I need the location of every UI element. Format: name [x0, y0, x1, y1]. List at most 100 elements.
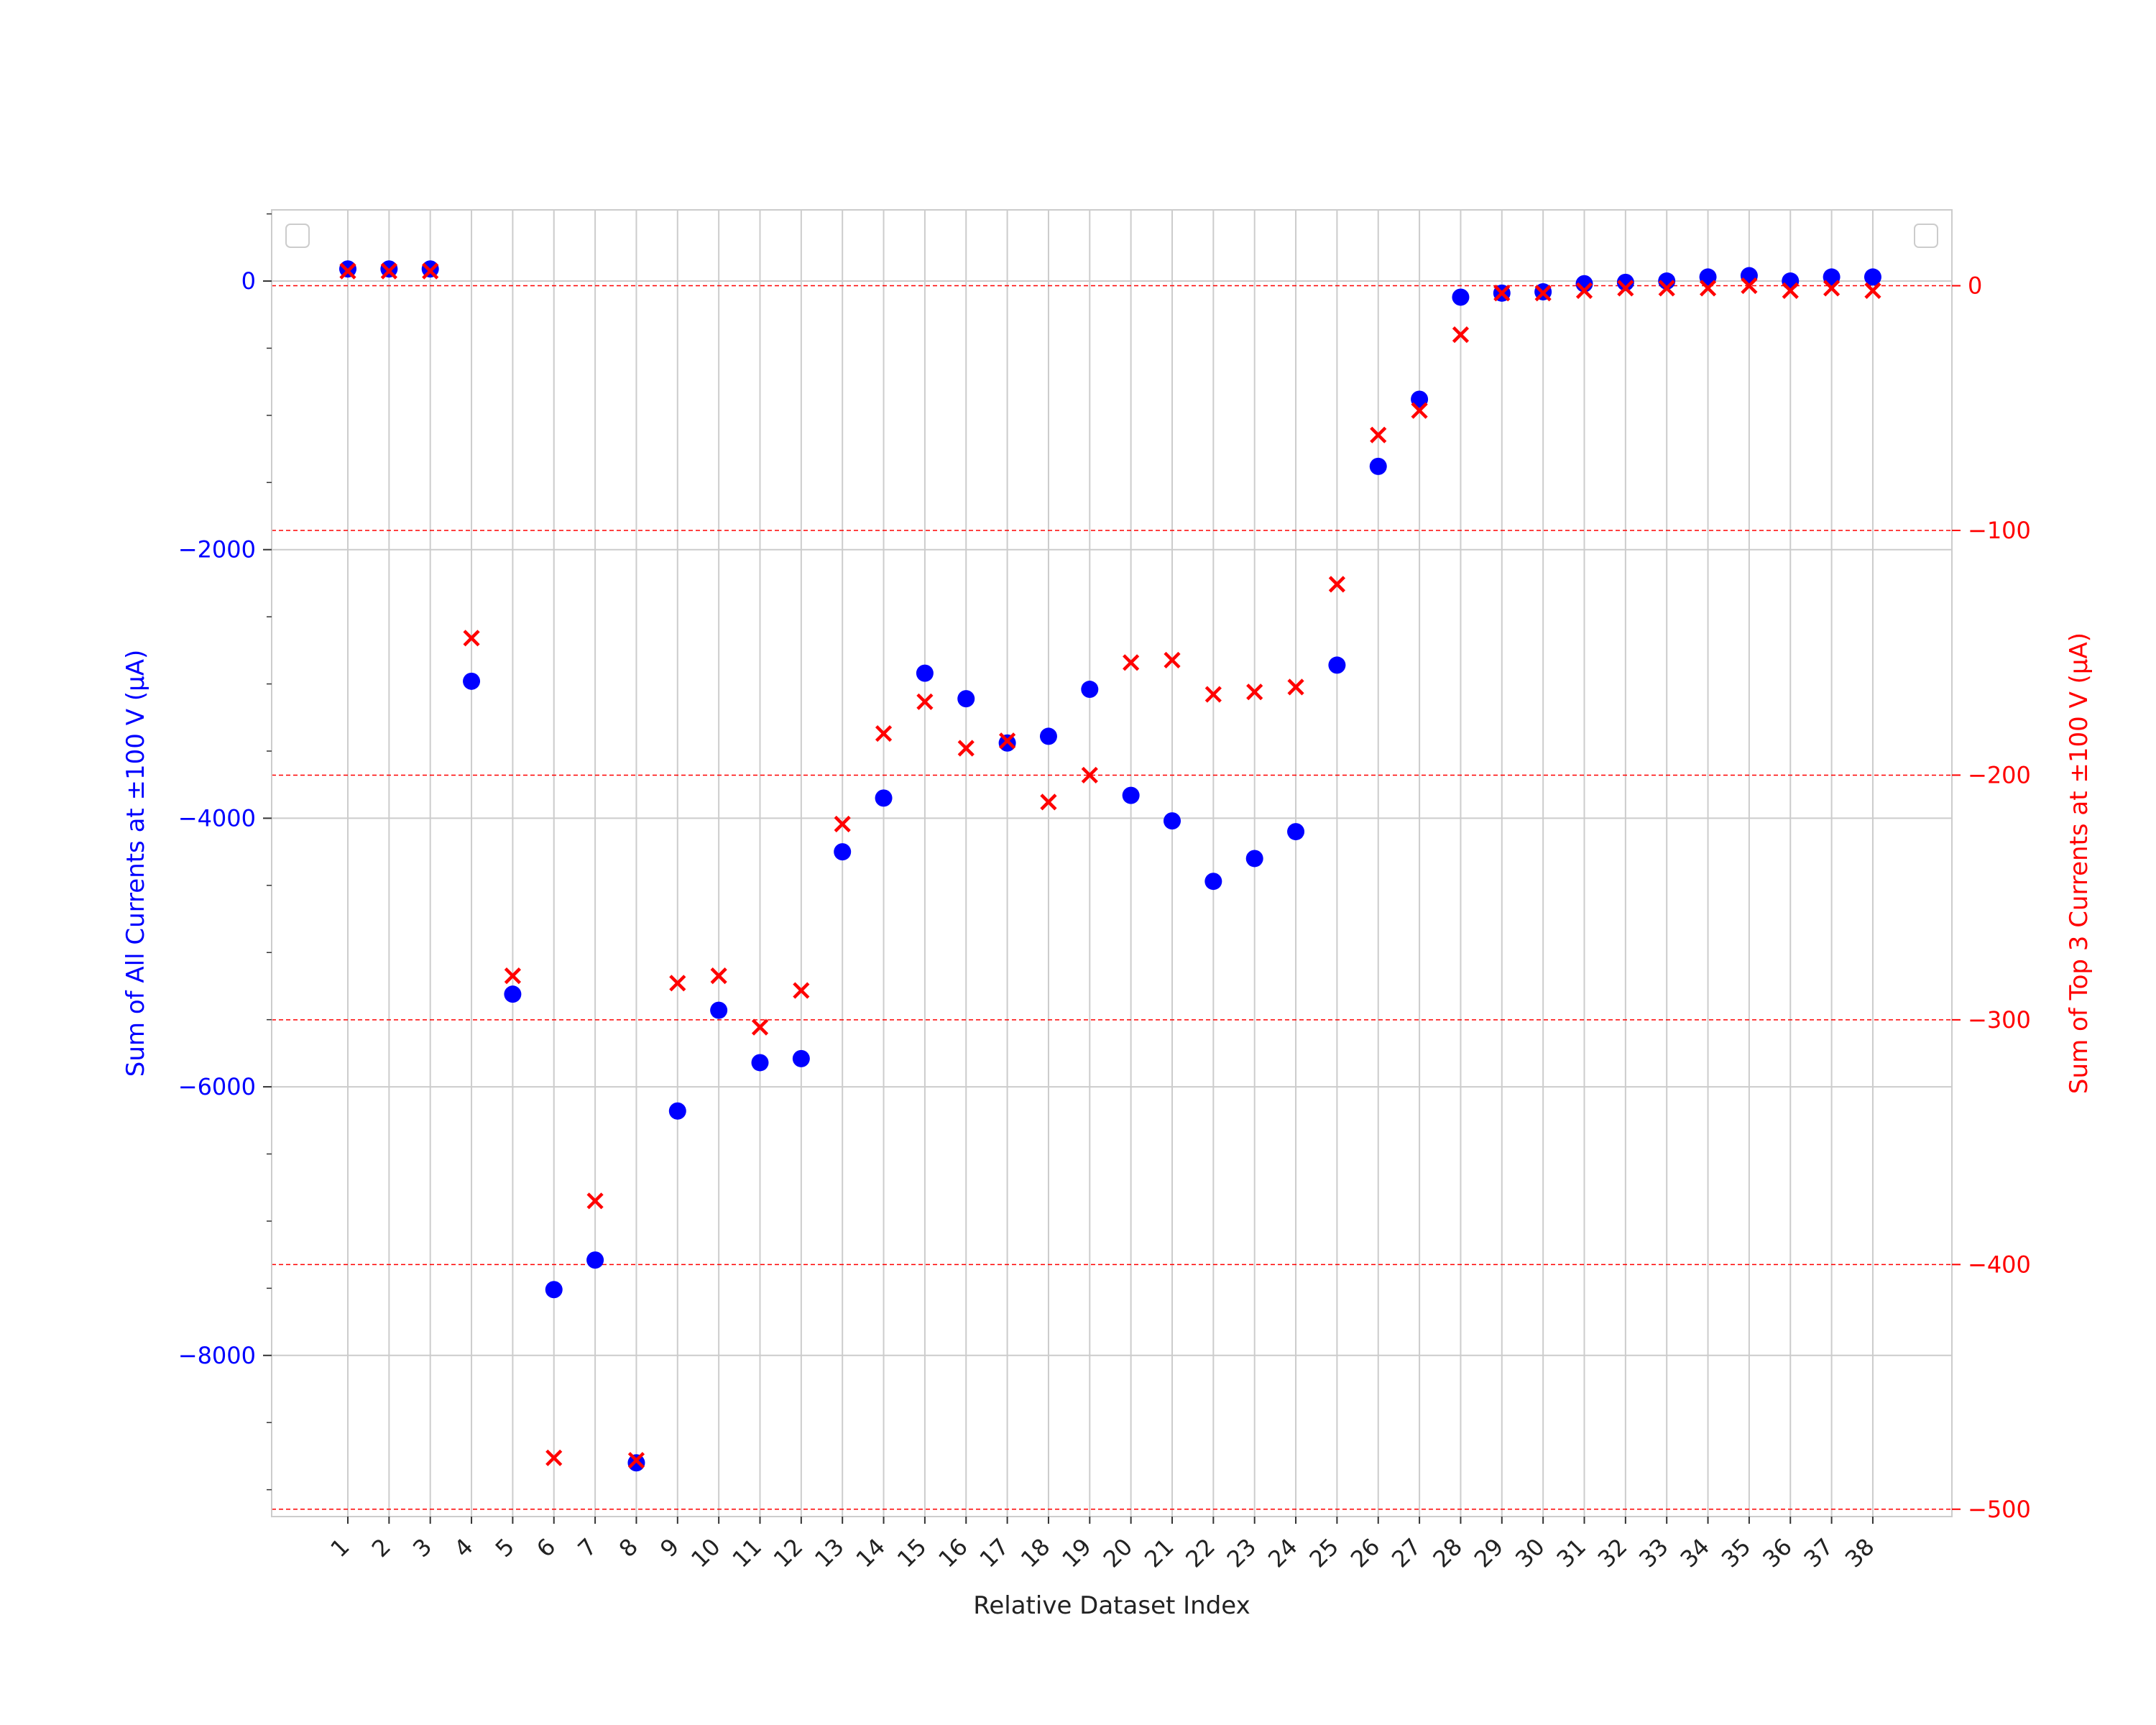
red-x-point — [710, 967, 727, 985]
red-x-stroke — [1123, 654, 1140, 671]
red-x-stroke — [1081, 766, 1098, 784]
x-tick-label: 24 — [1263, 1533, 1303, 1573]
red-x-stroke — [1287, 678, 1304, 696]
red-x-stroke — [710, 967, 727, 985]
red-x-stroke — [1370, 426, 1387, 443]
x-tick-label: 30 — [1510, 1533, 1550, 1573]
left-legend-box — [285, 224, 310, 248]
red-x-stroke — [1040, 794, 1057, 811]
blue-dot-point — [751, 1054, 769, 1072]
x-tick-label: 31 — [1551, 1533, 1591, 1573]
red-x-stroke — [999, 732, 1016, 750]
blue-dot-point — [1164, 812, 1181, 830]
x-tick-label: 13 — [809, 1533, 849, 1573]
x-tick-label: 35 — [1716, 1533, 1756, 1573]
right-tick-label: 0 — [1968, 272, 1982, 300]
red-x-point — [1534, 285, 1552, 302]
x-tick-label: 26 — [1345, 1533, 1386, 1573]
red-x-point — [422, 262, 439, 280]
x-tick-label: 11 — [727, 1533, 767, 1573]
blue-dot-point — [1452, 288, 1470, 306]
blue-dot-point — [1782, 272, 1800, 290]
blue-dot-point — [1328, 656, 1346, 674]
ticks-layer: 1 2 3 4 5 6 7 8 9 10 11 12 13 14 15 16 17 18 19 20 21 22 23 24 2… — [178, 213, 2031, 1573]
x-tick-label: 19 — [1056, 1533, 1097, 1573]
x-tick-label: 7 — [572, 1533, 602, 1563]
red-x-stroke — [1864, 282, 1881, 299]
red-x-stroke — [1493, 285, 1511, 302]
red-x-point — [1658, 280, 1675, 297]
x-tick-label: 34 — [1675, 1533, 1715, 1573]
red-x-point — [1081, 766, 1098, 784]
red-x-point — [751, 1018, 769, 1036]
red-x-point — [339, 262, 356, 280]
red-x-point — [380, 262, 397, 280]
x-tick-label: 33 — [1634, 1533, 1674, 1573]
blue-dot-point — [668, 1102, 686, 1120]
x-tick-label: 36 — [1757, 1533, 1797, 1573]
red-x-stroke — [1782, 282, 1799, 299]
left-tick-label: −2000 — [178, 536, 256, 564]
blue-dot-point — [1864, 268, 1881, 286]
red-x-point — [916, 693, 934, 710]
red-x-stroke — [339, 262, 356, 280]
right-tick-label: −100 — [1968, 517, 2031, 544]
right-tick-label: −400 — [1968, 1251, 2031, 1278]
x-tick-label: 21 — [1139, 1533, 1179, 1573]
blue-dot-point — [504, 985, 522, 1003]
red-x-point — [1328, 576, 1345, 593]
x-tick-label: 15 — [892, 1533, 932, 1573]
red-x-stroke — [1164, 651, 1181, 669]
red-x-point — [1246, 684, 1263, 701]
points-layer — [339, 260, 1881, 1472]
grid-layer — [272, 210, 1952, 1517]
x-tick-label: 17 — [975, 1533, 1015, 1573]
red-x-stroke — [1617, 280, 1634, 297]
red-x-stroke — [1452, 326, 1470, 344]
red-x-stroke — [545, 1449, 563, 1466]
red-x-point — [586, 1192, 604, 1210]
blue-dot-point — [710, 1001, 728, 1019]
red-x-point — [1411, 402, 1428, 419]
x-tick-label: 18 — [1015, 1533, 1056, 1573]
left-axis-title: Sum of All Currents at ±100 V (µA) — [121, 650, 150, 1077]
red-x-point — [669, 975, 686, 992]
red-x-stroke — [422, 262, 439, 280]
red-x-point — [1370, 426, 1387, 443]
red-x-stroke — [1411, 402, 1428, 419]
red-x-point — [1452, 326, 1470, 344]
red-x-point — [793, 982, 810, 999]
red-x-stroke — [463, 630, 480, 647]
x-tick-label: 9 — [655, 1533, 684, 1563]
red-x-stroke — [1823, 280, 1841, 297]
red-x-point — [545, 1449, 563, 1466]
red-x-stroke — [875, 724, 893, 742]
blue-dot-point — [1287, 823, 1305, 841]
red-x-point — [1287, 678, 1304, 696]
x-tick-label: 2 — [367, 1533, 396, 1563]
red-x-point — [1864, 282, 1881, 299]
blue-dot-point — [1699, 268, 1717, 286]
red-x-point — [1575, 282, 1593, 299]
red-x-stroke — [1534, 285, 1552, 302]
red-x-stroke — [504, 967, 521, 985]
x-tick-label: 29 — [1469, 1533, 1509, 1573]
x-tick-label: 8 — [614, 1533, 643, 1563]
right-grid-layer — [272, 285, 1952, 1510]
red-x-stroke — [916, 693, 934, 710]
red-x-stroke — [1699, 280, 1717, 297]
blue-dot-point — [586, 1251, 604, 1269]
red-x-stroke — [669, 975, 686, 992]
red-x-point — [1699, 280, 1717, 297]
x-tick-label: 1 — [325, 1533, 354, 1563]
blue-dot-point — [875, 789, 893, 807]
blue-dot-point — [1122, 786, 1140, 804]
x-tick-label: 6 — [531, 1533, 561, 1563]
right-axis-title: Sum of Top 3 Currents at ±100 V (µA) — [2065, 632, 2093, 1094]
right-tick-label: −200 — [1968, 761, 2031, 788]
red-x-stroke — [834, 815, 851, 833]
x-tick-label: 27 — [1386, 1533, 1427, 1573]
red-x-point — [504, 967, 521, 985]
x-tick-label: 3 — [407, 1533, 437, 1563]
